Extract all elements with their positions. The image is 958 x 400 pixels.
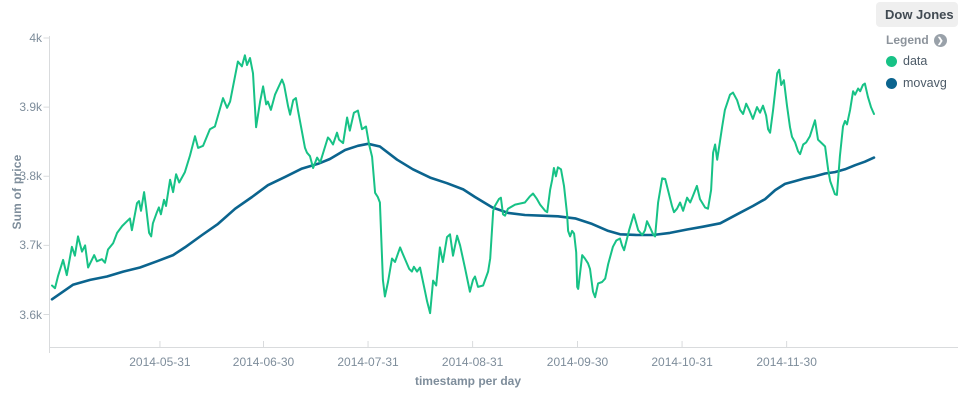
- x-tick-label: 2014-11-30: [756, 355, 817, 369]
- legend-item-movavg[interactable]: movavg: [886, 76, 958, 90]
- x-axis-title: timestamp per day: [414, 374, 522, 388]
- x-tick-label: 2014-09-30: [546, 355, 609, 369]
- series-line-data: [51, 54, 875, 315]
- y-tick-label: 3.7k: [19, 238, 42, 253]
- y-tick-label: 3.9k: [19, 100, 42, 115]
- legend-item-data[interactable]: data: [886, 54, 958, 68]
- panel-title: Dow Jones: [876, 2, 958, 27]
- legend-swatch-icon: [886, 55, 897, 67]
- x-tick-label: 2014-07-31: [337, 355, 399, 369]
- y-tick-label: 3.6k: [19, 307, 42, 322]
- x-tick-label: 2014-06-30: [232, 355, 295, 369]
- y-tick-label: 3.8k: [19, 169, 42, 184]
- y-tick-label: 4k: [29, 31, 42, 45]
- x-tick-label: 2014-10-31: [651, 355, 713, 369]
- legend-swatch-icon: [886, 77, 897, 89]
- series-line-movavg: [50, 142, 876, 301]
- legend-item-label: data: [903, 54, 928, 68]
- legend-item-label: movavg: [903, 76, 947, 90]
- legend-list: data movavg: [886, 54, 958, 90]
- legend-title: Legend: [886, 33, 929, 47]
- legend-toggle[interactable]: Legend ❯: [886, 33, 958, 47]
- x-tick-label: 2014-08-31: [441, 355, 504, 369]
- x-tick-label: 2014-05-31: [129, 355, 191, 369]
- legend-panel: Dow Jones Legend ❯ data movavg: [876, 0, 958, 400]
- chevron-right-circle-icon[interactable]: ❯: [933, 33, 947, 47]
- y-axis-title: Sum of price: [10, 154, 24, 230]
